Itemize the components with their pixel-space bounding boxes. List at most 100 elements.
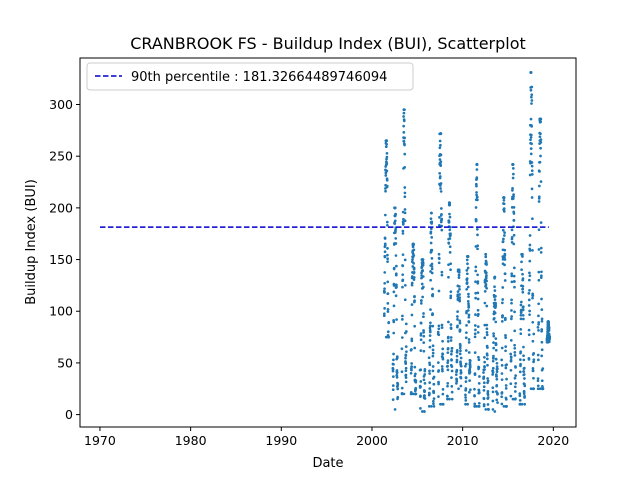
data-point bbox=[413, 346, 417, 350]
data-point bbox=[427, 404, 431, 408]
data-point bbox=[422, 334, 426, 338]
data-point bbox=[402, 108, 406, 112]
data-point bbox=[503, 252, 507, 256]
data-point bbox=[404, 373, 408, 377]
data-point bbox=[386, 330, 390, 334]
data-point bbox=[449, 323, 453, 326]
data-point bbox=[428, 387, 432, 390]
data-point bbox=[438, 158, 442, 161]
data-point bbox=[400, 370, 404, 374]
data-point bbox=[518, 370, 522, 374]
data-point bbox=[430, 236, 434, 239]
data-point bbox=[514, 381, 518, 385]
data-point bbox=[537, 302, 540, 306]
data-point bbox=[430, 271, 434, 275]
data-point bbox=[475, 184, 478, 188]
data-point bbox=[465, 287, 469, 291]
data-point bbox=[475, 191, 478, 194]
data-point bbox=[403, 208, 407, 211]
data-point bbox=[539, 246, 543, 250]
data-point bbox=[395, 371, 399, 375]
data-point bbox=[393, 219, 397, 223]
data-point bbox=[394, 213, 397, 216]
data-point bbox=[450, 385, 454, 388]
data-point bbox=[474, 296, 477, 300]
data-point bbox=[383, 271, 387, 274]
data-point bbox=[419, 321, 423, 325]
data-point bbox=[518, 398, 522, 402]
data-point bbox=[528, 278, 531, 282]
data-point bbox=[529, 133, 533, 137]
data-point bbox=[441, 402, 445, 406]
data-point bbox=[504, 349, 507, 353]
data-point bbox=[431, 348, 435, 352]
data-point bbox=[458, 293, 461, 296]
data-point bbox=[428, 345, 432, 349]
data-point bbox=[432, 382, 436, 386]
data-point bbox=[503, 279, 507, 282]
data-point bbox=[509, 382, 513, 386]
data-point bbox=[466, 309, 470, 312]
data-point bbox=[485, 279, 488, 283]
data-point bbox=[439, 160, 443, 164]
data-point bbox=[436, 330, 440, 334]
y-axis-label: Buildup Index (BUI) bbox=[24, 179, 39, 305]
data-point bbox=[531, 217, 534, 221]
data-point bbox=[383, 237, 387, 240]
data-point bbox=[528, 289, 531, 292]
data-point bbox=[464, 393, 467, 397]
data-point bbox=[448, 201, 451, 205]
data-point bbox=[512, 212, 516, 215]
data-point bbox=[446, 382, 450, 385]
data-point bbox=[537, 321, 541, 324]
data-point bbox=[482, 403, 486, 406]
data-point bbox=[394, 272, 398, 276]
data-point bbox=[530, 142, 533, 146]
data-point bbox=[536, 377, 540, 380]
data-point bbox=[403, 152, 407, 156]
data-point bbox=[528, 309, 531, 313]
data-point bbox=[483, 368, 486, 371]
data-point bbox=[512, 274, 516, 278]
data-point bbox=[404, 380, 408, 384]
data-point bbox=[447, 320, 450, 324]
data-point bbox=[410, 283, 414, 287]
data-point bbox=[528, 243, 532, 247]
data-point bbox=[487, 408, 490, 411]
data-point bbox=[394, 254, 398, 257]
data-point bbox=[511, 176, 515, 180]
data-point bbox=[449, 296, 453, 300]
data-point bbox=[457, 387, 460, 391]
data-point bbox=[412, 254, 416, 257]
data-point bbox=[440, 326, 444, 329]
data-point bbox=[430, 262, 434, 266]
data-point bbox=[523, 377, 526, 380]
data-point bbox=[531, 366, 535, 370]
data-point bbox=[492, 346, 496, 350]
data-point bbox=[385, 161, 389, 165]
data-point bbox=[430, 265, 434, 268]
data-point bbox=[459, 376, 463, 380]
data-point bbox=[530, 93, 534, 97]
data-point bbox=[429, 308, 432, 311]
data-point bbox=[527, 292, 531, 295]
data-point bbox=[474, 280, 477, 284]
data-point bbox=[402, 131, 406, 134]
data-point bbox=[529, 138, 532, 142]
data-point bbox=[449, 290, 453, 294]
data-point bbox=[492, 356, 495, 360]
data-point bbox=[496, 367, 499, 371]
data-point bbox=[429, 230, 433, 234]
data-point bbox=[494, 337, 498, 340]
data-point bbox=[455, 358, 459, 362]
data-point bbox=[476, 244, 480, 248]
data-point bbox=[546, 320, 550, 323]
data-point bbox=[423, 368, 427, 371]
data-point bbox=[441, 347, 445, 351]
data-point bbox=[402, 115, 405, 118]
data-point bbox=[504, 333, 507, 337]
data-point bbox=[446, 359, 450, 362]
data-point bbox=[512, 219, 516, 222]
data-point bbox=[457, 271, 461, 274]
data-point bbox=[477, 366, 481, 369]
